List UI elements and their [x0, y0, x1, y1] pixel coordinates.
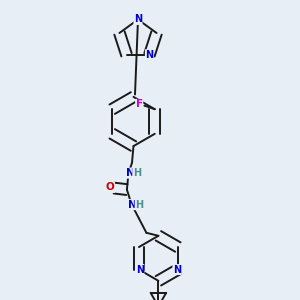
Text: H: H — [133, 167, 141, 178]
Text: F: F — [136, 99, 143, 110]
Text: N: N — [134, 14, 142, 25]
Text: N: N — [146, 50, 154, 60]
Text: O: O — [106, 182, 115, 193]
Text: N: N — [173, 265, 181, 275]
Text: N: N — [136, 265, 144, 275]
Text: N: N — [125, 168, 134, 178]
Text: N: N — [128, 200, 137, 210]
Text: H: H — [135, 200, 143, 210]
